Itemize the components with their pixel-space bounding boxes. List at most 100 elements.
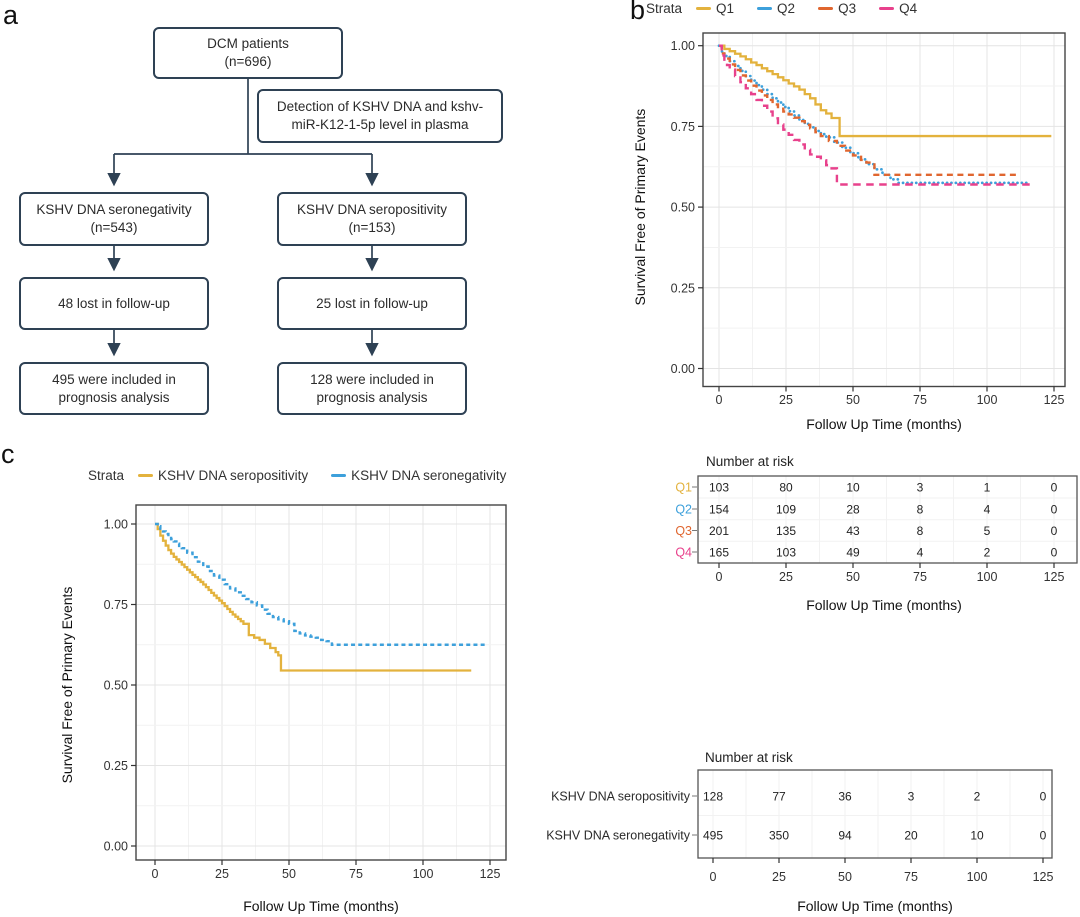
svg-text:50: 50 (846, 570, 860, 584)
legend-item-kshv-dna-seropositivity: KSHV DNA seropositivity (138, 468, 308, 483)
svg-text:50: 50 (846, 393, 860, 407)
legend-label: Q4 (899, 1, 918, 16)
svg-text:4: 4 (917, 546, 924, 560)
flow-box-seroneg-line2: (n=543) (90, 220, 138, 235)
flow-box-seropos-line2: (n=153) (348, 220, 396, 235)
svg-text:2: 2 (974, 790, 981, 804)
svg-text:128: 128 (703, 790, 723, 804)
svg-text:0.25: 0.25 (671, 281, 695, 295)
panel-b-risk-table: Number at risk Q1 103 80 10 3 1 0 Q2 154 109 28 8 4 0 Q… (630, 440, 1080, 630)
panel-b-km-chart: 0 25 50 75 100 125 0.00 0.25 0.50 0.75 1.00 Follow … (630, 0, 1080, 440)
legend-label: Q2 (777, 1, 796, 16)
svg-text:109: 109 (776, 503, 796, 517)
legend-item-kshv-dna-seronegativity: KSHV DNA seronegativity (331, 468, 506, 483)
svg-text:94: 94 (838, 829, 852, 843)
legend-label: Q3 (838, 1, 857, 16)
svg-text:77: 77 (772, 790, 786, 804)
svg-text:0: 0 (716, 393, 723, 407)
svg-text:0.50: 0.50 (671, 201, 695, 215)
panel-c-km-chart: 0 25 50 75 100 125 0.00 0.25 0.50 0.75 1.00 Follow … (0, 490, 560, 917)
svg-text:0: 0 (152, 867, 159, 881)
plot-border (702, 32, 1066, 388)
svg-text:1.00: 1.00 (104, 518, 128, 532)
svg-text:4: 4 (984, 503, 991, 517)
svg-text:10: 10 (970, 829, 984, 843)
svg-text:0: 0 (1051, 524, 1058, 538)
svg-text:50: 50 (838, 870, 852, 884)
legend-item-q4: Q4 (879, 1, 917, 16)
flow-box-dcm-patients: DCM patients (n=696) (153, 27, 343, 79)
svg-text:0: 0 (1040, 829, 1047, 843)
svg-text:125: 125 (1044, 570, 1065, 584)
svg-text:20: 20 (904, 829, 918, 843)
km-curve-q4 (719, 44, 1033, 186)
flow-box-lost-left: 48 lost in follow-up (19, 277, 209, 330)
svg-text:Number at risk: Number at risk (705, 750, 793, 765)
flow-box-included-right-line1: 128 were included in (310, 371, 434, 387)
flow-box-detection: Detection of KSHV DNA and kshv- miR-K12-… (257, 89, 503, 143)
flow-box-seropositivity: KSHV DNA seropositivity (n=153) (277, 192, 467, 246)
svg-text:75: 75 (904, 870, 918, 884)
flow-box-seropos-line1: KSHV DNA seropositivity (296, 202, 448, 218)
legend-title: Strata (646, 1, 683, 16)
svg-text:0.00: 0.00 (671, 362, 695, 376)
svg-text:80: 80 (779, 481, 793, 495)
svg-text:25: 25 (779, 393, 793, 407)
svg-text:3: 3 (908, 790, 915, 804)
svg-text:25: 25 (215, 867, 229, 881)
svg-text:0.75: 0.75 (104, 598, 128, 612)
legend-label: KSHV DNA seronegativity (351, 468, 507, 483)
svg-text:135: 135 (776, 524, 796, 538)
svg-text:25: 25 (772, 870, 786, 884)
flow-box-dcm-line1: DCM patients (207, 36, 289, 52)
legend-title: Strata (88, 468, 125, 483)
svg-text:125: 125 (480, 867, 501, 881)
svg-text:154: 154 (709, 503, 729, 517)
svg-text:0.25: 0.25 (104, 759, 128, 773)
legend-item-q1: Q1 (696, 1, 734, 16)
svg-text:100: 100 (967, 870, 988, 884)
axes: 0 25 50 75 100 125 0.00 0.25 0.50 0.75 1.00 Follow … (632, 39, 1064, 432)
risk-table-svg-c: Number at risk KSHV DNA seropositivity 128… (546, 750, 1053, 914)
flow-box-included-left-line1: 495 were included in (52, 371, 176, 387)
svg-text:3: 3 (917, 481, 924, 495)
svg-text:1.00: 1.00 (671, 39, 695, 53)
svg-text:100: 100 (413, 867, 434, 881)
flow-box-detection-line2: miR-K12-1-5p level in plasma (291, 117, 469, 132)
svg-text:0: 0 (1051, 481, 1058, 495)
svg-text:0.75: 0.75 (671, 120, 695, 134)
svg-text:43: 43 (846, 524, 860, 538)
svg-text:49: 49 (846, 546, 860, 560)
legend-key-line (757, 6, 773, 11)
svg-text:103: 103 (776, 546, 796, 560)
flow-box-included-left: 495 were included in prognosis analysis (19, 362, 209, 415)
svg-text:165: 165 (709, 546, 729, 560)
legend-key-line (818, 6, 834, 11)
svg-text:0: 0 (1040, 790, 1047, 804)
risk-row-label: KSHV DNA seronegativity (546, 829, 691, 843)
svg-text:103: 103 (709, 481, 729, 495)
risk-grid (698, 476, 1077, 563)
panel-b-legend: Strata Q1 Q2 Q3 Q4 (646, 1, 940, 16)
svg-text:50: 50 (282, 867, 296, 881)
km-plot-svg-c: 0 25 50 75 100 125 0.00 0.25 0.50 0.75 1.00 Follow … (59, 504, 507, 915)
km-curve-kshv-dna-seropositivity (155, 522, 472, 672)
panel-c-risk-table: Number at risk KSHV DNA seropositivity 128… (540, 720, 1080, 917)
grid (703, 33, 1065, 387)
panel-b-label: b (630, 0, 646, 25)
svg-text:1: 1 (984, 481, 991, 495)
svg-text:28: 28 (846, 503, 860, 517)
svg-text:495: 495 (703, 829, 723, 843)
risk-border (697, 475, 1078, 564)
flow-box-included-right: 128 were included in prognosis analysis (277, 362, 467, 415)
plot-border (135, 504, 507, 861)
svg-text:75: 75 (349, 867, 363, 881)
svg-text:5: 5 (984, 524, 991, 538)
svg-text:8: 8 (917, 524, 924, 538)
flow-box-seronegativity: KSHV DNA seronegativity (n=543) (19, 192, 209, 246)
grid (136, 505, 506, 860)
svg-text:36: 36 (838, 790, 852, 804)
axes: 0 25 50 75 100 125 0.00 0.25 0.50 0.75 1.00 Follow … (59, 518, 500, 915)
